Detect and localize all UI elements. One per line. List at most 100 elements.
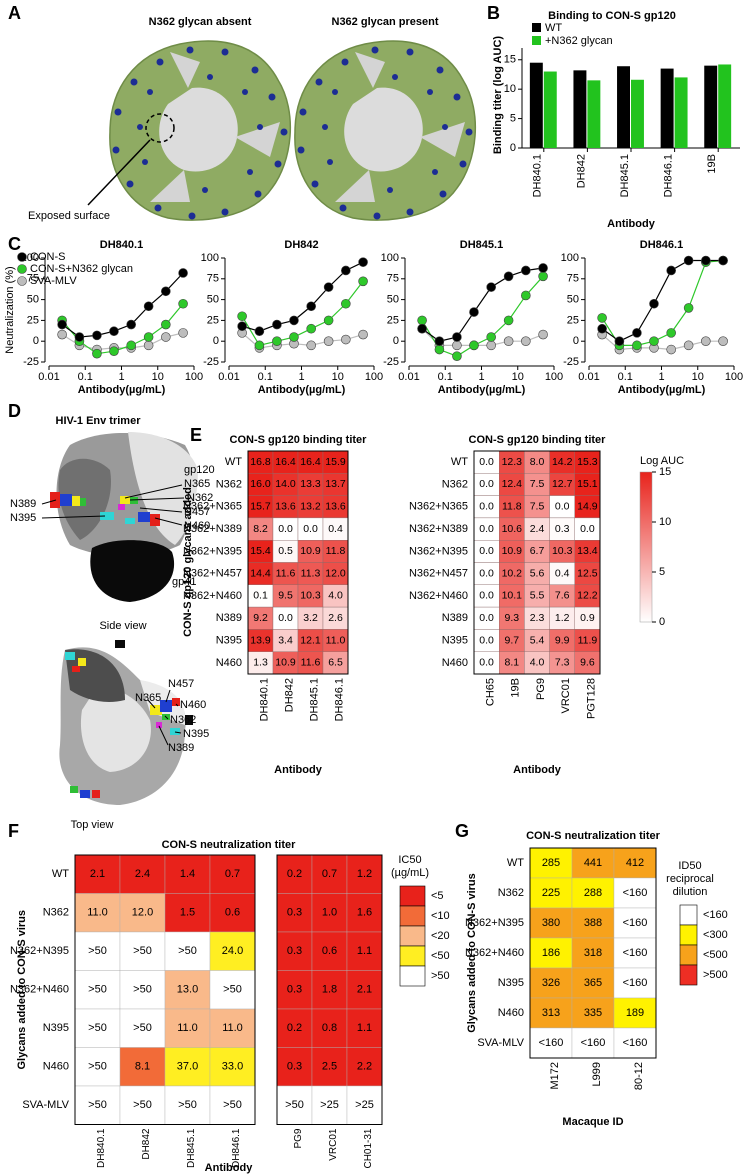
cell-label: 313 — [542, 1007, 560, 1019]
y-tick-label: 10 — [504, 83, 516, 95]
panel-label: B — [487, 3, 500, 23]
cell-label: >50 — [133, 984, 152, 996]
point — [306, 323, 316, 334]
cell-label: 0.0 — [479, 590, 494, 602]
point — [341, 334, 351, 345]
cell-label: 285 — [542, 857, 560, 869]
legend-swatch — [679, 944, 698, 966]
row-label: N389 — [216, 612, 242, 624]
cell-label: 12.7 — [552, 478, 573, 490]
bar — [529, 62, 543, 148]
cell-label: 0.3 — [287, 907, 302, 919]
column-label: M172 — [549, 1062, 561, 1090]
cell-label: 5.5 — [530, 590, 545, 602]
bar — [587, 80, 601, 148]
colorbar-tick-label: 5 — [659, 566, 665, 578]
cell-label: 189 — [626, 1007, 644, 1019]
column-label: DH845.1 — [186, 1128, 197, 1168]
cell-label: 12.1 — [300, 634, 321, 646]
cell-label: 7.5 — [530, 478, 545, 490]
x-tick-label: 100 — [185, 371, 203, 383]
point — [358, 257, 368, 267]
column-label: 80-12 — [633, 1062, 645, 1090]
y-tick-label: 50 — [567, 294, 579, 306]
column-label: L999 — [591, 1062, 603, 1086]
cell-label: 0.7 — [322, 868, 337, 880]
series-line — [601, 259, 724, 342]
column-label: DH842 — [283, 678, 295, 712]
legend-label: <5 — [431, 890, 444, 902]
cell-label: 8.2 — [253, 523, 268, 535]
panel-label: G — [455, 821, 469, 841]
cell — [346, 1047, 383, 1087]
colorbar-tick-label: 15 — [659, 466, 671, 478]
cell-label: 11.9 — [578, 634, 598, 646]
point — [718, 255, 728, 266]
cell-label: 2.6 — [328, 612, 343, 624]
cell — [276, 1008, 313, 1048]
y-tick-label: 0 — [393, 335, 399, 347]
cell-label: 10.6 — [502, 523, 523, 535]
column-label: PG9 — [293, 1128, 304, 1148]
cell-label: >50 — [88, 1061, 107, 1073]
cell-label: 12.4 — [502, 478, 523, 490]
cell-label: 3.2 — [303, 612, 318, 624]
cell-label: 9.2 — [253, 612, 268, 624]
cell — [571, 847, 615, 879]
point — [434, 336, 445, 347]
cell-label: 9.9 — [555, 634, 570, 646]
legend-swatch — [399, 905, 426, 927]
row-label: N362+N460 — [465, 947, 524, 959]
y-tick-label: 0 — [213, 335, 219, 347]
row-label: N460 — [442, 657, 468, 669]
y-tick-label: 50 — [387, 294, 399, 306]
cell-label: 13.0 — [177, 984, 198, 996]
column-label: DH846.1 — [333, 678, 345, 721]
x-tick-label: 0.01 — [218, 371, 239, 383]
chart-title: CON-S neutralization titer — [526, 830, 661, 842]
legend-label: <50 — [431, 950, 450, 962]
point — [521, 336, 531, 347]
cell-label: 0.0 — [479, 523, 494, 535]
point — [417, 323, 427, 334]
cell-label: 1.8 — [322, 984, 337, 996]
column-label: DH846.1 — [231, 1128, 242, 1168]
row-label: SVA-MLV — [477, 1037, 524, 1049]
x-tick-label: 1 — [478, 371, 484, 383]
row-label: N362 — [442, 478, 468, 490]
row-label: N460 — [43, 1061, 69, 1073]
x-tick-label: DH842 — [575, 154, 587, 188]
y-tick-label: 25 — [567, 314, 579, 326]
cell-label: 12.5 — [577, 567, 598, 579]
cell — [74, 1008, 121, 1048]
cell-label: >50 — [133, 945, 152, 957]
chart-title: Binding to CON-S gp120 — [548, 10, 676, 22]
bar — [660, 68, 674, 148]
bar — [704, 65, 718, 148]
panel-a: N362 glycan absent N362 glycan present E… — [28, 16, 477, 222]
cell-label: >50 — [178, 1099, 197, 1111]
cell-label: 0.5 — [278, 545, 293, 557]
y-tick-label: -25 — [203, 356, 219, 368]
legend-swatch — [679, 964, 698, 986]
leader-lines — [41, 484, 185, 526]
structure-label: N457 — [184, 506, 210, 518]
point — [666, 344, 676, 355]
cell-label: >50 — [223, 984, 242, 996]
cell — [571, 877, 615, 909]
point — [178, 328, 188, 338]
cell-label: 24.0 — [222, 945, 243, 957]
point — [254, 326, 265, 337]
legend-swatch — [399, 965, 426, 987]
cell-label: 412 — [626, 857, 644, 869]
cell — [571, 907, 615, 939]
cell — [346, 1008, 383, 1048]
cell — [276, 893, 313, 933]
cell-label: 2.1 — [357, 984, 372, 996]
column-label: 19B — [510, 678, 522, 698]
point — [126, 319, 136, 330]
row-label: N362+N365 — [183, 501, 242, 513]
cell-label: 2.4 — [530, 523, 545, 535]
cell-label: >50 — [88, 1022, 107, 1034]
